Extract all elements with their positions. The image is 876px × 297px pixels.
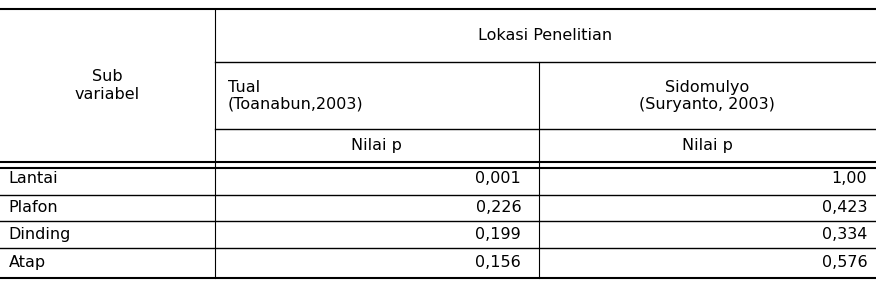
Text: Nilai p: Nilai p — [682, 138, 733, 153]
Text: Nilai p: Nilai p — [351, 138, 402, 153]
Text: 0,226: 0,226 — [476, 200, 521, 215]
Text: Tual
(Toanabun,2003): Tual (Toanabun,2003) — [228, 80, 364, 112]
Text: Plafon: Plafon — [9, 200, 59, 215]
Text: 0,423: 0,423 — [822, 200, 867, 215]
Text: 0,334: 0,334 — [822, 227, 867, 242]
Text: 0,199: 0,199 — [476, 227, 521, 242]
Text: 0,156: 0,156 — [476, 255, 521, 270]
Text: Lokasi Penelitian: Lokasi Penelitian — [478, 28, 612, 43]
Text: Lantai: Lantai — [9, 171, 59, 186]
Text: Sidomulyo
(Suryanto, 2003): Sidomulyo (Suryanto, 2003) — [639, 80, 775, 112]
Text: Sub
variabel: Sub variabel — [74, 69, 140, 102]
Text: 0,001: 0,001 — [476, 171, 521, 186]
Text: 0,576: 0,576 — [822, 255, 867, 270]
Text: 1,00: 1,00 — [831, 171, 867, 186]
Text: Dinding: Dinding — [9, 227, 71, 242]
Text: Atap: Atap — [9, 255, 46, 270]
